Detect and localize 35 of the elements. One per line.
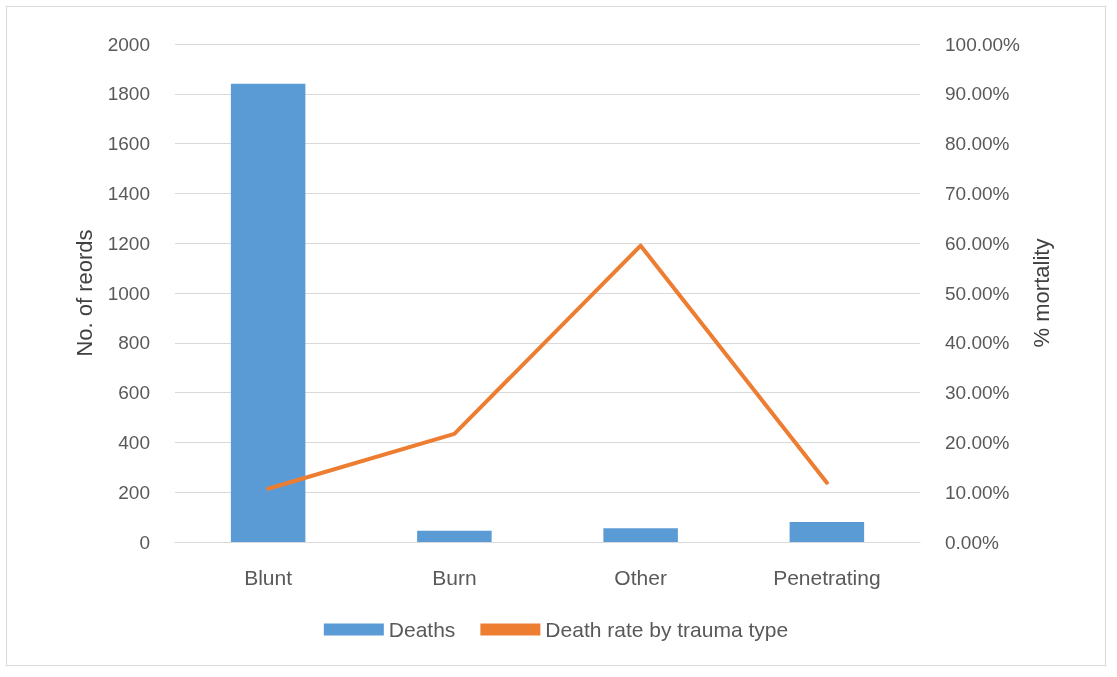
y-tick-label: 800 — [118, 332, 150, 354]
y2-tick-label: 20.00% — [945, 431, 1010, 453]
y-tick-label: 1000 — [107, 282, 150, 304]
y-tick-label: 1400 — [107, 182, 150, 204]
y-tick-label: 600 — [118, 382, 150, 404]
bar — [230, 83, 306, 542]
y2-tick-label: 50.00% — [945, 282, 1010, 304]
legend-label: Deaths — [388, 618, 456, 641]
y-tick-label: 1600 — [107, 133, 150, 155]
y2-tick-label: 10.00% — [945, 481, 1010, 503]
x-tick-label: Penetrating — [773, 566, 881, 589]
bar — [417, 530, 492, 542]
bar — [789, 522, 865, 542]
y2-tick-label: 100.00% — [945, 33, 1021, 55]
y2-tick-label: 30.00% — [945, 382, 1010, 404]
y2-tick-label: 80.00% — [945, 133, 1010, 155]
line-series — [266, 243, 829, 491]
y-tick-label: 1200 — [107, 232, 150, 254]
x-tick-label: Other — [614, 566, 667, 589]
y2-axis-title: % mortality — [1029, 238, 1055, 348]
y-tick-label: 200 — [118, 481, 150, 503]
y2-tick-label: 70.00% — [945, 182, 1010, 204]
y2-tick-label: 90.00% — [945, 83, 1010, 105]
legend-label: Death rate by trauma type — [545, 618, 789, 641]
x-tick-label: Burn — [432, 566, 477, 589]
y-tick-label: 0 — [139, 531, 150, 553]
y-tick-label: 1800 — [107, 83, 150, 105]
y2-tick-label: 40.00% — [945, 332, 1010, 354]
y2-tick-label: 60.00% — [945, 232, 1010, 254]
y-tick-label: 400 — [118, 431, 150, 453]
y-tick-label: 2000 — [107, 33, 150, 55]
y-axis-title: No. of reords — [71, 229, 97, 357]
x-tick-label: Blunt — [244, 566, 293, 589]
bar — [603, 528, 678, 542]
y2-tick-label: 0.00% — [945, 531, 999, 553]
